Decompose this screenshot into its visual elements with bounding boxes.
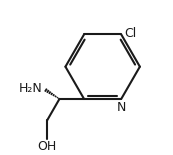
Text: H₂N: H₂N [19, 82, 43, 95]
Text: Cl: Cl [124, 27, 136, 40]
Text: OH: OH [37, 140, 56, 153]
Text: N: N [117, 101, 126, 114]
